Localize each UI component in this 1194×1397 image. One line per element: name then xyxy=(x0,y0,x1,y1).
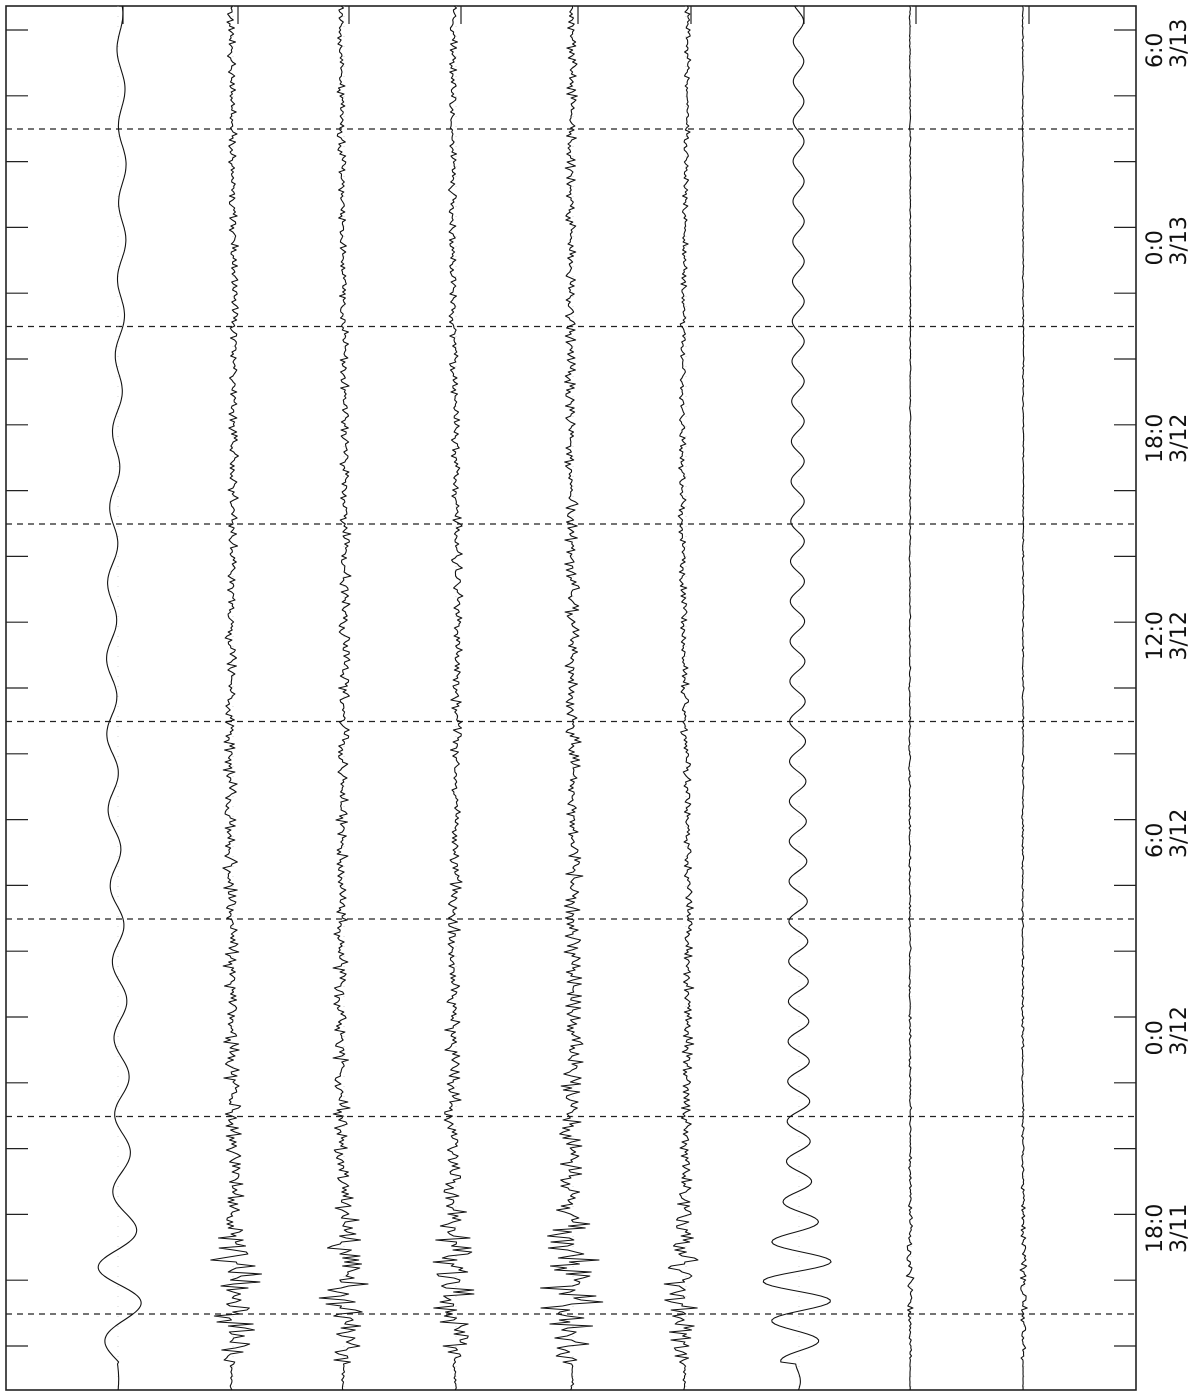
tick-label-date: 3/12 xyxy=(1167,1006,1192,1055)
trace-4 xyxy=(432,5,475,1391)
tick-label-time: 18:0 xyxy=(1143,414,1168,463)
plot-border xyxy=(5,5,1137,1391)
tick-label-time: 0:0 xyxy=(1143,230,1168,265)
chart-frame xyxy=(5,5,1137,1391)
tick-label-date: 3/12 xyxy=(1167,414,1192,463)
time-ticks xyxy=(6,6,1136,1347)
tick-label-time: 12:0 xyxy=(1143,611,1168,660)
trace-group xyxy=(97,5,1028,1391)
tick-label-date: 3/13 xyxy=(1167,19,1192,68)
grid-lines xyxy=(6,6,1136,1390)
trace-1 xyxy=(97,5,142,1391)
tick-label-time: 0:0 xyxy=(1143,1020,1168,1055)
tick-label-date: 3/12 xyxy=(1167,809,1192,858)
trace-2 xyxy=(210,5,263,1391)
trace-5 xyxy=(540,5,604,1391)
tick-label-time: 18:0 xyxy=(1143,1204,1168,1253)
tick-label-date: 3/11 xyxy=(1167,1204,1192,1253)
trace-7 xyxy=(762,5,832,1391)
trace-3 xyxy=(318,5,369,1391)
trace-9 xyxy=(1019,5,1028,1391)
tick-label-time: 6:0 xyxy=(1143,823,1168,858)
tick-label-time: 6:0 xyxy=(1143,33,1168,68)
trace-8 xyxy=(905,5,915,1391)
tick-label-date: 3/13 xyxy=(1167,216,1192,265)
tick-label-date: 3/12 xyxy=(1167,611,1192,660)
trace-6 xyxy=(663,5,699,1391)
